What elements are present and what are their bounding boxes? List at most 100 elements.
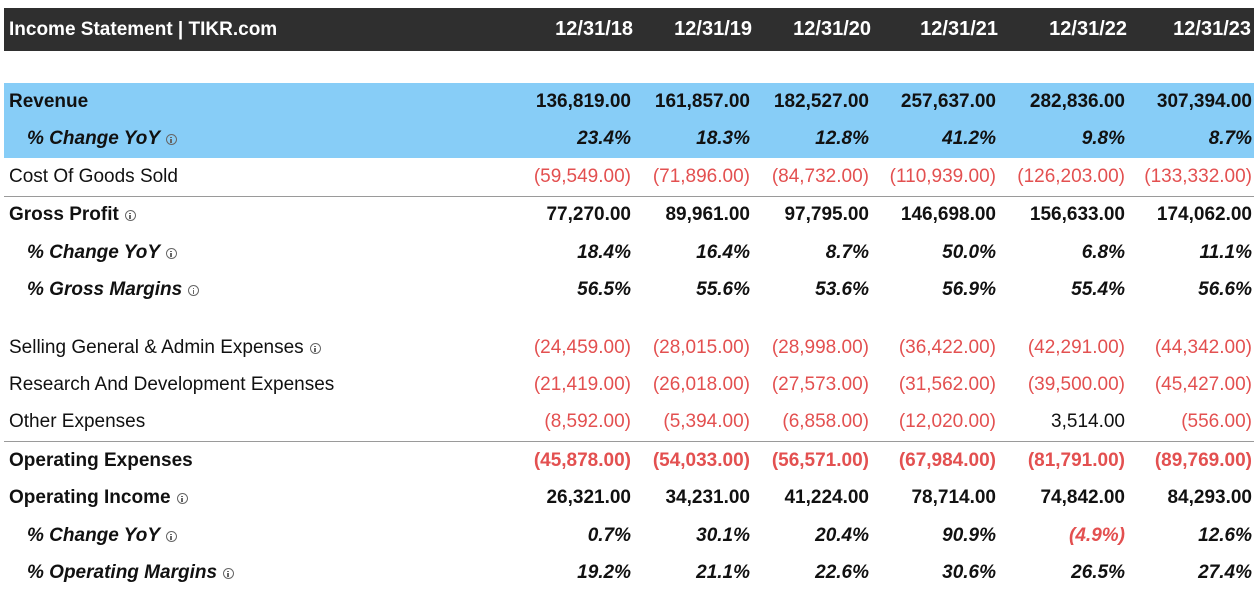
cell-2019: 55.6%	[696, 279, 750, 300]
cell-2020: (27,573.00)	[771, 374, 869, 395]
cell-2023: 307,394.00	[1156, 91, 1252, 112]
row-label: Research And Development Expenses	[9, 374, 335, 395]
cell-2021: 257,637.00	[900, 91, 996, 112]
cell-2019: 21.1%	[696, 562, 750, 583]
cell-2018: 19.2%	[577, 562, 631, 583]
row-operating-expenses[interactable]: Operating Expenses (45,878.00) (54,033.0…	[4, 442, 1254, 480]
cell-2019: (5,394.00)	[663, 411, 750, 432]
cell-2018: (24,459.00)	[533, 337, 631, 358]
cell-2022: 156,633.00	[1029, 204, 1125, 225]
row-label: Gross Profit	[9, 196, 136, 234]
cell-2018: 18.4%	[577, 242, 631, 263]
table-header: Income Statement | TIKR.com 12/31/18 12/…	[4, 8, 1254, 51]
cell-2022: (4.9%)	[1069, 525, 1125, 546]
info-icon[interactable]	[166, 531, 178, 542]
cell-2021: (67,984.00)	[898, 450, 996, 471]
info-icon[interactable]	[223, 568, 235, 579]
row-revenue[interactable]: Revenue 136,819.00 161,857.00 182,527.00…	[4, 83, 1254, 121]
cell-2021: 41.2%	[942, 128, 996, 149]
cell-2021: (31,562.00)	[898, 374, 996, 395]
cell-2021: 78,714.00	[911, 487, 996, 508]
cell-2019: (28,015.00)	[652, 337, 750, 358]
row-label: Revenue	[9, 91, 89, 112]
info-icon[interactable]	[309, 343, 321, 354]
cell-2020: (56,571.00)	[771, 450, 869, 471]
cell-2020: (6,858.00)	[782, 411, 869, 432]
cell-2023: 56.6%	[1198, 279, 1252, 300]
cell-2020: 41,224.00	[784, 487, 869, 508]
row-operating-margins[interactable]: % Operating Margins 19.2% 21.1% 22.6% 30…	[4, 554, 1254, 592]
cell-2018: (8,592.00)	[544, 411, 631, 432]
cell-2019: 161,857.00	[654, 91, 750, 112]
row-label: Operating Income	[9, 479, 188, 517]
cell-2021: (110,939.00)	[889, 166, 996, 187]
cell-2022: (126,203.00)	[1017, 166, 1125, 187]
cell-2018: 0.7%	[587, 525, 631, 546]
cell-2018: (59,549.00)	[533, 166, 631, 187]
info-icon[interactable]	[166, 248, 178, 259]
year-header-2021: 12/31/21	[920, 18, 998, 40]
year-header-2019: 12/31/19	[674, 18, 752, 40]
cell-2020: (84,732.00)	[771, 166, 869, 187]
cell-2023: 27.4%	[1198, 562, 1252, 583]
cell-2022: (39,500.00)	[1027, 374, 1125, 395]
row-gross-margins[interactable]: % Gross Margins 56.5% 55.6% 53.6% 56.9% …	[4, 271, 1254, 309]
cell-2020: 182,527.00	[773, 91, 869, 112]
cell-2022: 9.8%	[1081, 128, 1125, 149]
cell-2020: 22.6%	[815, 562, 869, 583]
row-label: % Change YoY	[27, 120, 178, 158]
row-gross-profit[interactable]: Gross Profit 77,270.00 89,961.00 97,795.…	[4, 196, 1254, 234]
cell-2018: 136,819.00	[535, 91, 631, 112]
row-label: Selling General & Admin Expenses	[9, 329, 321, 367]
row-gross-profit-change-yoy[interactable]: % Change YoY 18.4% 16.4% 8.7% 50.0% 6.8%…	[4, 234, 1254, 272]
cell-2020: 97,795.00	[784, 204, 869, 225]
info-icon[interactable]	[166, 134, 178, 145]
info-icon[interactable]	[176, 493, 188, 504]
year-header-2023: 12/31/23	[1173, 18, 1251, 40]
cell-2019: 89,961.00	[665, 204, 750, 225]
cell-2022: 55.4%	[1071, 279, 1125, 300]
row-label: % Change YoY	[27, 234, 178, 272]
year-header-2018: 12/31/18	[555, 18, 633, 40]
cell-2023: 84,293.00	[1167, 487, 1252, 508]
row-cost-of-goods-sold[interactable]: Cost Of Goods Sold (59,549.00) (71,896.0…	[4, 158, 1254, 197]
row-revenue-change-yoy[interactable]: % Change YoY 23.4% 18.3% 12.8% 41.2% 9.8…	[4, 120, 1254, 158]
row-operating-income-change-yoy[interactable]: % Change YoY 0.7% 30.1% 20.4% 90.9% (4.9…	[4, 517, 1254, 555]
cell-2018: 26,321.00	[546, 487, 631, 508]
cell-2018: 23.4%	[577, 128, 631, 149]
cell-2022: 26.5%	[1071, 562, 1125, 583]
cell-2019: (54,033.00)	[652, 450, 750, 471]
cell-2021: 146,698.00	[900, 204, 996, 225]
cell-2019: (71,896.00)	[652, 166, 750, 187]
cell-2019: 34,231.00	[665, 487, 750, 508]
cell-2022: 282,836.00	[1029, 91, 1125, 112]
row-rd-expenses[interactable]: Research And Development Expenses (21,41…	[4, 366, 1254, 404]
row-label: % Operating Margins	[27, 554, 235, 592]
cell-2023: 8.7%	[1208, 128, 1252, 149]
cell-2023: (44,342.00)	[1154, 337, 1252, 358]
cell-2020: (28,998.00)	[771, 337, 869, 358]
cell-2018: (45,878.00)	[533, 450, 631, 471]
cell-2023: 11.1%	[1199, 242, 1252, 263]
row-other-expenses[interactable]: Other Expenses (8,592.00) (5,394.00) (6,…	[4, 403, 1254, 442]
cell-2020: 53.6%	[815, 279, 869, 300]
row-operating-income[interactable]: Operating Income 26,321.00 34,231.00 41,…	[4, 479, 1254, 517]
row-sga-expenses[interactable]: Selling General & Admin Expenses (24,459…	[4, 329, 1254, 367]
cell-2020: 12.8%	[815, 128, 869, 149]
cell-2023: 12.6%	[1198, 525, 1252, 546]
cell-2022: 3,514.00	[1051, 411, 1125, 432]
cell-2019: 16.4%	[696, 242, 750, 263]
cell-2021: 50.0%	[942, 242, 996, 263]
row-label: % Gross Margins	[27, 271, 200, 309]
info-icon[interactable]	[124, 210, 136, 221]
cell-2021: (12,020.00)	[898, 411, 996, 432]
cell-2023: 174,062.00	[1156, 204, 1252, 225]
year-header-2022: 12/31/22	[1049, 18, 1127, 40]
table-title: Income Statement | TIKR.com	[9, 19, 278, 40]
cell-2022: 6.8%	[1081, 242, 1125, 263]
cell-2019: 18.3%	[696, 128, 750, 149]
cell-2018: (21,419.00)	[533, 374, 631, 395]
cell-2020: 8.7%	[825, 242, 869, 263]
info-icon[interactable]	[188, 285, 200, 296]
